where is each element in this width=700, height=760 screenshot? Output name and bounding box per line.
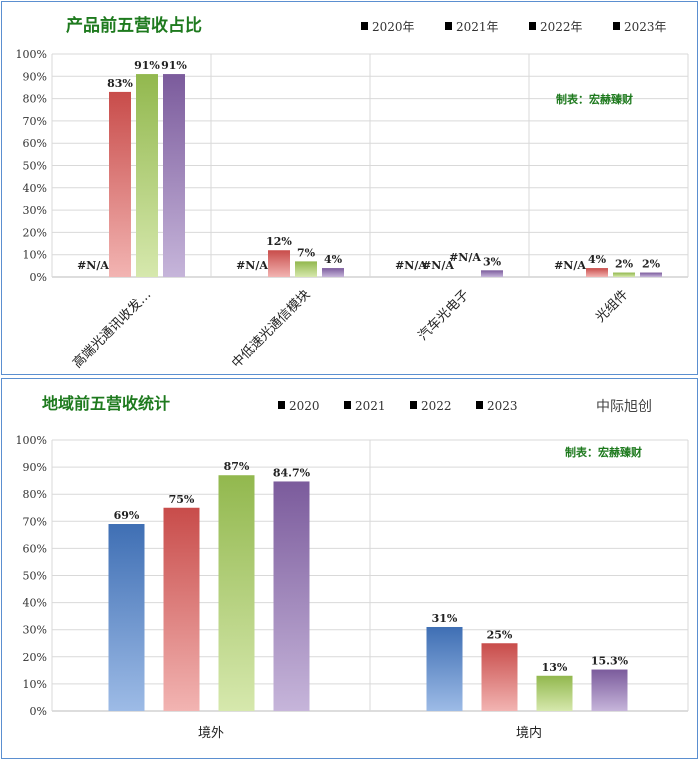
- legend-swatch-2023: [476, 401, 483, 409]
- bar-2021年-光组件: [586, 268, 608, 277]
- data-label: 7%: [297, 246, 316, 259]
- data-label: #N/A: [554, 259, 586, 272]
- data-label: #N/A: [449, 251, 481, 264]
- legend-label: 2023年: [624, 20, 667, 34]
- data-label: 31%: [432, 612, 458, 625]
- y-tick-label: 70%: [23, 115, 47, 128]
- y-tick-label: 0%: [30, 271, 47, 284]
- y-tick-label: 80%: [23, 93, 47, 106]
- y-tick-label: 100%: [16, 434, 47, 447]
- data-label: 83%: [107, 77, 133, 90]
- y-tick-label: 40%: [23, 182, 47, 195]
- data-label: 3%: [483, 255, 502, 268]
- legend-label: 2020年: [372, 20, 415, 34]
- legend-label: 2023: [487, 399, 518, 413]
- y-tick-label: 70%: [23, 515, 47, 528]
- bar-2021-境内: [481, 643, 518, 711]
- data-label: #N/A: [236, 259, 268, 272]
- bar-2022年-高端光通讯收发…: [136, 74, 158, 277]
- y-tick-label: 50%: [23, 570, 47, 583]
- legend-label: 2022年: [540, 20, 583, 34]
- bar-2023年-汽车光电子: [481, 270, 503, 277]
- y-tick-label: 10%: [23, 678, 47, 691]
- y-tick-label: 20%: [23, 651, 47, 664]
- bar-2023年-中低速光通信模块: [322, 268, 344, 277]
- data-label: 84.7%: [273, 466, 311, 479]
- data-label: #N/A: [422, 259, 454, 272]
- data-label: 4%: [324, 253, 343, 266]
- bar-2022-境外: [218, 475, 255, 711]
- y-tick-label: 60%: [23, 137, 47, 150]
- brand-label: 中际旭创: [596, 399, 652, 415]
- data-label: 91%: [134, 59, 160, 72]
- data-label: 13%: [542, 661, 568, 674]
- category-label: 境内: [516, 725, 542, 741]
- y-tick-label: 40%: [23, 597, 47, 610]
- category-label: 高端光通讯收发…: [69, 287, 154, 372]
- data-label: 2%: [642, 258, 661, 271]
- y-tick-label: 50%: [23, 160, 47, 173]
- bar-2021年-中低速光通信模块: [268, 250, 290, 277]
- bar-2022年-光组件: [613, 272, 635, 277]
- category-label: 中低速光通信模块: [229, 287, 313, 371]
- bar-2020-境内: [426, 626, 463, 711]
- data-label: 87%: [224, 460, 250, 473]
- legend-swatch-2023年: [613, 22, 620, 30]
- bar-2023年-光组件: [640, 272, 662, 277]
- legend-swatch-2021年: [445, 22, 452, 30]
- source-note: 制表：宏赫臻财: [565, 445, 642, 459]
- legend-label: 2022: [421, 399, 452, 413]
- data-label: 15.3%: [591, 655, 629, 668]
- data-label: 75%: [169, 493, 195, 506]
- data-label: #N/A: [395, 259, 427, 272]
- category-label: 光组件: [593, 287, 631, 325]
- y-tick-label: 30%: [23, 204, 47, 217]
- legend-swatch-2022年: [529, 22, 536, 30]
- y-tick-label: 0%: [30, 705, 47, 718]
- legend-swatch-2020: [278, 401, 285, 409]
- bar-2022-境内: [536, 675, 573, 711]
- y-tick-label: 80%: [23, 488, 47, 501]
- y-tick-label: 90%: [23, 70, 47, 83]
- data-label: 4%: [588, 253, 607, 266]
- bar-2021年-高端光通讯收发…: [109, 91, 131, 277]
- legend-label: 2021年: [456, 20, 499, 34]
- data-label: 91%: [161, 59, 187, 72]
- legend-swatch-2022: [410, 401, 417, 409]
- bar-2023-境外: [273, 481, 310, 711]
- category-label: 汽车光电子: [415, 287, 472, 344]
- bar-2023年-高端光通讯收发…: [163, 74, 185, 277]
- data-label: 25%: [487, 628, 513, 641]
- chart-title: 地域前五营收统计: [42, 394, 170, 413]
- product-revenue-chart-panel: 产品前五营收占比 2020年 2021年 2022年 2023年 0% 10% 20% 30% 4…: [1, 1, 698, 375]
- data-label: 69%: [114, 509, 140, 522]
- category-label: 境外: [198, 726, 224, 741]
- y-tick-label: 90%: [23, 461, 47, 474]
- legend-label: 2020: [289, 399, 320, 413]
- bar-2021-境外: [163, 507, 200, 711]
- bar-2020-境外: [108, 524, 145, 711]
- region-revenue-chart: 地域前五营收统计 2020 2021 2022 2023 0% 10% 20% 30% 40% 50…: [16, 394, 689, 741]
- legend-swatch-2021: [344, 401, 351, 409]
- bar-2022年-中低速光通信模块: [295, 261, 317, 277]
- region-revenue-chart-panel: 地域前五营收统计 2020 2021 2022 2023 0% 10% 20% 30% 40% 50…: [1, 378, 698, 759]
- data-label: 2%: [615, 258, 634, 271]
- data-label: 12%: [266, 235, 292, 248]
- legend-swatch-2020年: [361, 22, 368, 30]
- y-tick-label: 10%: [23, 249, 47, 262]
- legend-label: 2021: [355, 399, 386, 413]
- y-tick-label: 60%: [23, 542, 47, 555]
- source-note: 制表：宏赫臻财: [556, 92, 633, 106]
- y-tick-label: 20%: [23, 226, 47, 239]
- bar-2023-境内: [591, 669, 628, 711]
- y-tick-label: 100%: [16, 48, 47, 61]
- chart-title: 产品前五营收占比: [66, 15, 202, 36]
- y-tick-label: 30%: [23, 624, 47, 637]
- product-revenue-chart: 产品前五营收占比 2020年 2021年 2022年 2023年 0% 10% 20% 30% 4…: [16, 15, 689, 372]
- data-label: #N/A: [77, 259, 109, 272]
